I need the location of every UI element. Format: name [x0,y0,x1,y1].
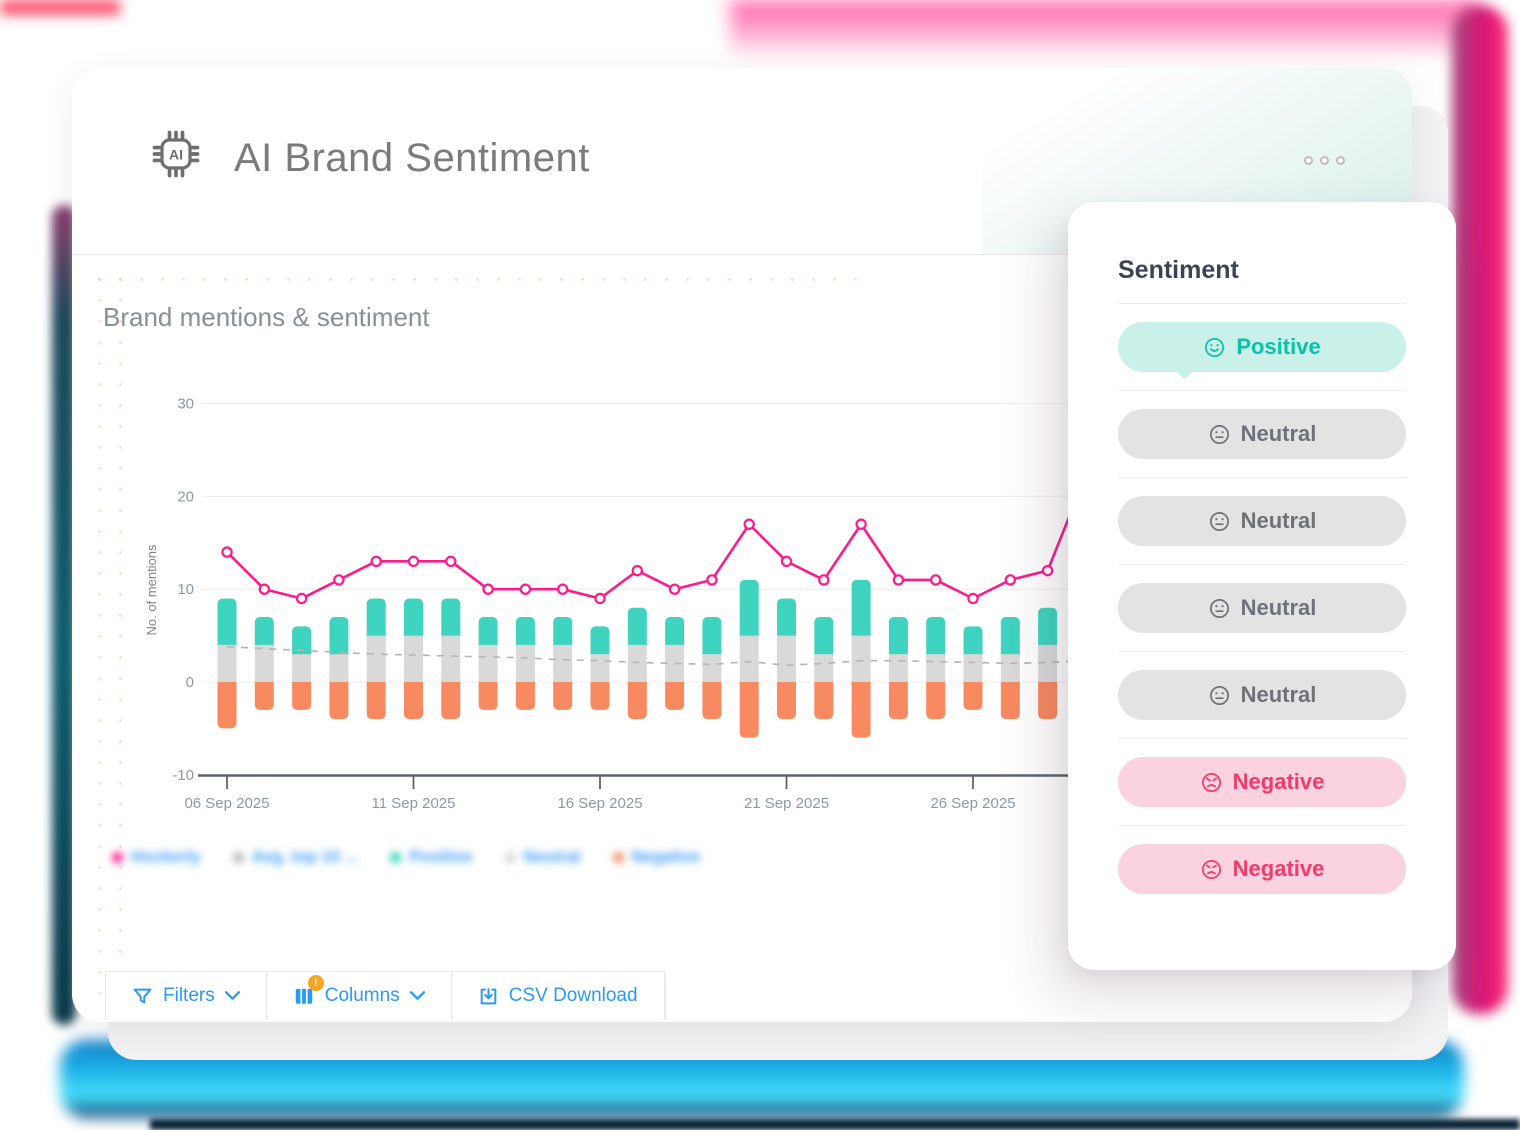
brand-mentions-chart[interactable]: 30 20 10 0 -10 No. of mentions 06 Sep 2025 11 S… [140,390,1070,840]
filters-label: Filters [163,985,215,1006]
filters-button[interactable]: Filters [106,972,267,1020]
positive-face-icon [1203,336,1226,359]
neutral-face-icon [1208,510,1231,533]
glow-top [730,0,1480,54]
dot-pattern [84,260,874,282]
svg-text:0: 0 [186,674,194,691]
list-divider [1118,825,1406,826]
dot-icon [1304,156,1313,165]
columns-label: Columns [324,985,400,1006]
neutral-face-icon [1208,423,1231,446]
sentiment-pill-label: Neutral [1240,682,1317,707]
list-divider [1118,303,1406,304]
sentiment-list: Positive Neutral Neutral Neutral Neutral Nega… [1118,303,1406,894]
sentiment-panel-title: Sentiment [1118,256,1239,284]
table-toolbar: Filters ! Columns CSV Download [105,971,666,1020]
legend-dot-icon [232,852,244,863]
columns-button[interactable]: ! Columns [267,972,452,1020]
columns-icon: ! [293,975,324,1007]
filter-icon [132,986,153,1007]
glow-top-left [0,0,120,15]
sentiment-pill-negative-5[interactable]: Negative [1118,757,1406,807]
neutral-face-icon [1208,684,1231,707]
glow-bottom-edge [150,1119,1520,1130]
svg-text:30: 30 [177,396,194,413]
svg-text:11 Sep 2025: 11 Sep 2025 [372,795,456,812]
sentiment-pill-label: Positive [1236,334,1321,359]
legend-label: Negative [631,848,701,866]
chevron-down-icon [409,985,425,1007]
sentiment-pill-neutral-2[interactable]: Neutral [1118,496,1406,546]
sentiment-pill-label: Neutral [1240,421,1317,446]
chevron-down-icon [224,985,240,1007]
more-options-button[interactable] [1304,156,1345,165]
legend-item-avg-top-10[interactable]: Avg. top 10 ... [232,848,359,867]
sentiment-popup-panel: Sentiment Positive Neutral Neutral Neutral N… [1068,202,1456,970]
svg-text:AI: AI [169,146,183,162]
negative-face-icon [1200,771,1223,794]
legend-label: Neutral [523,848,581,866]
legend-item-neutral[interactable]: Neutral [504,848,581,867]
legend-dot-icon [504,852,516,863]
legend-dot-icon [390,852,402,863]
svg-text:-10: -10 [172,767,194,784]
sentiment-pill-positive-0[interactable]: Positive [1118,322,1406,372]
legend-dot-icon [112,852,123,863]
columns-alert-badge: ! [307,975,324,991]
csv-download-label: CSV Download [508,985,638,1006]
sentiment-pill-neutral-3[interactable]: Neutral [1118,583,1406,633]
list-divider [1118,477,1406,478]
chart-legend: Hockerly Avg. top 10 ... Positive Neutral Ne… [112,848,700,867]
svg-text:10: 10 [177,581,194,598]
list-divider [1118,651,1406,652]
list-divider [1118,738,1406,739]
glow-right [1452,6,1508,1014]
sentiment-pill-neutral-1[interactable]: Neutral [1118,409,1406,459]
negative-face-icon [1200,858,1223,881]
header-divider [72,254,1412,255]
list-divider [1118,390,1406,391]
sentiment-pill-negative-6[interactable]: Negative [1118,844,1406,894]
svg-text:20: 20 [177,488,194,505]
dot-icon [1336,156,1345,165]
dot-pattern [84,260,126,1002]
legend-dot-icon [612,852,624,863]
svg-text:21 Sep 2025: 21 Sep 2025 [744,795,829,812]
download-icon [478,986,499,1007]
svg-text:16 Sep 2025: 16 Sep 2025 [557,795,642,812]
legend-item-positive[interactable]: Positive [390,848,473,867]
legend-label: Positive [409,848,473,866]
sentiment-pill-label: Negative [1232,769,1325,794]
sentiment-pill-neutral-4[interactable]: Neutral [1118,670,1406,720]
sentiment-pill-label: Negative [1232,856,1325,881]
neutral-face-icon [1208,597,1231,620]
legend-item-hockerly[interactable]: Hockerly [112,848,201,867]
dot-icon [1320,156,1329,165]
legend-label: Avg. top 10 ... [251,848,359,866]
list-divider [1118,564,1406,565]
csv-download-button[interactable]: CSV Download [452,972,665,1020]
legend-label: Hockerly [131,848,201,866]
svg-text:No. of mentions: No. of mentions [144,544,159,636]
sentiment-pill-label: Neutral [1240,508,1317,533]
ai-chip-icon: AI [148,126,204,182]
svg-text:06 Sep 2025: 06 Sep 2025 [184,795,269,812]
legend-item-negative[interactable]: Negative [612,848,701,867]
chart-title: Brand mentions & sentiment [103,302,430,332]
svg-text:26 Sep 2025: 26 Sep 2025 [930,795,1015,812]
sentiment-pill-label: Neutral [1240,595,1317,620]
page-title: AI Brand Sentiment [234,136,590,180]
